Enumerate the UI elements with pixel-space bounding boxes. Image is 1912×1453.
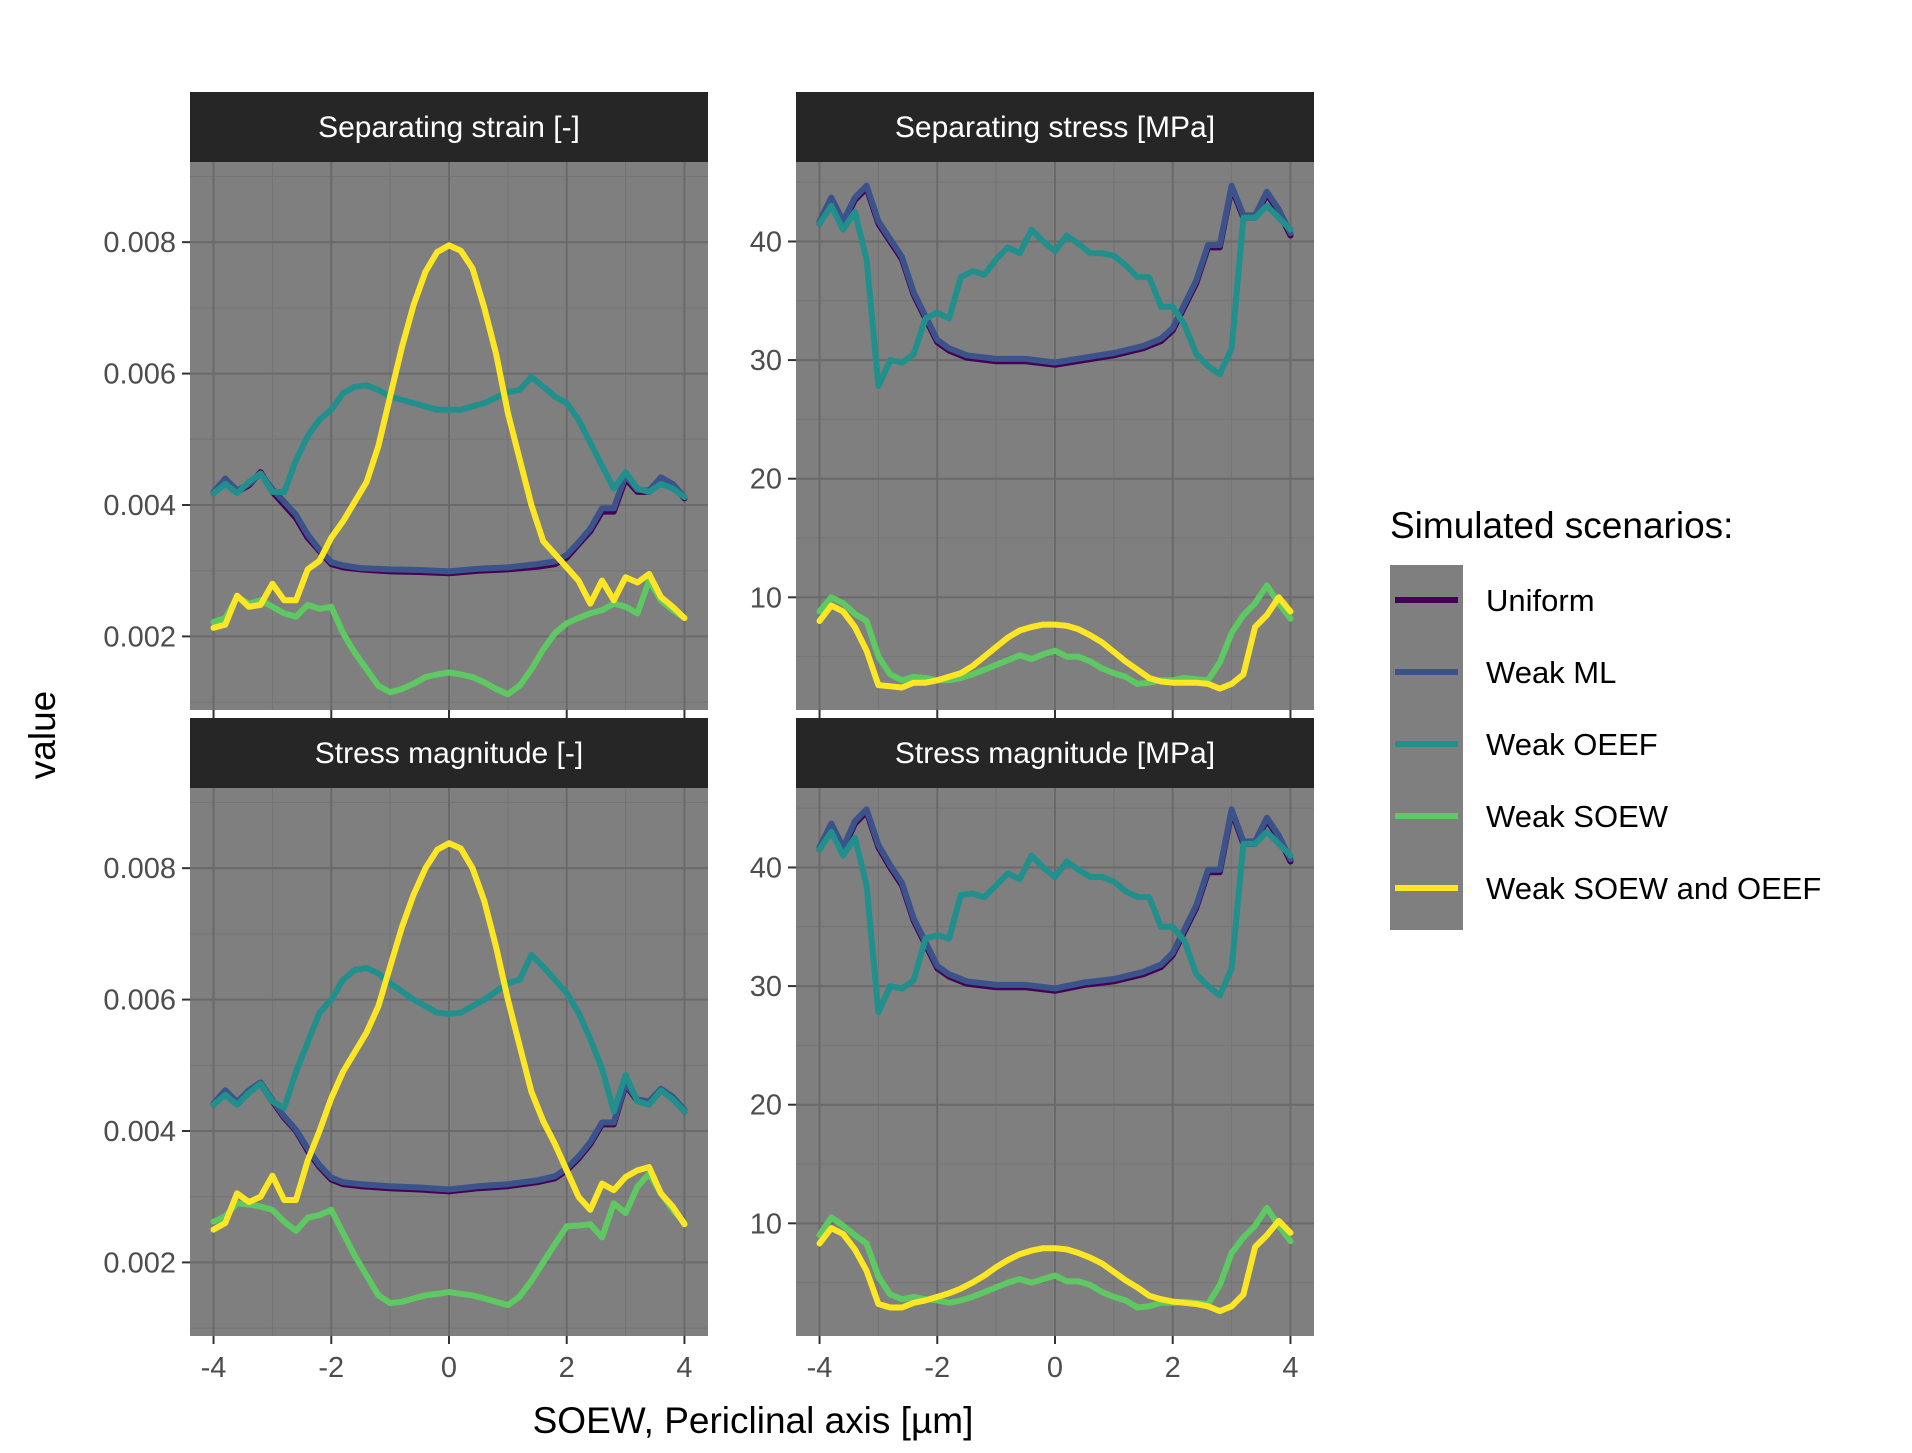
- legend-label-weak-oeef: Weak OEEF: [1486, 727, 1658, 762]
- y-tick-label: 30: [750, 971, 782, 1003]
- panel-strip: [190, 718, 708, 788]
- y-tick-label: 0.004: [103, 490, 176, 522]
- y-tick-label: 0.006: [103, 985, 176, 1017]
- panel-4: Stress magnitude [MPa] -4 -2 0 2 4 10 20 30 40: [750, 718, 1314, 1384]
- y-tick-label: 10: [750, 1208, 782, 1240]
- panel-title: Stress magnitude [-]: [315, 737, 583, 770]
- series-line-weak-ml: [816, 182, 1294, 366]
- legend-label-weak-ml: Weak ML: [1486, 655, 1616, 690]
- legend-label-weak-soew: Weak SOEW: [1486, 799, 1669, 834]
- series-group: [816, 806, 1294, 1315]
- x-tick-label: -4: [201, 1352, 227, 1384]
- series-group: [210, 242, 688, 698]
- legend-entries: Uniform Weak ML Weak OEEF Weak SOEW Weak SOE…: [1395, 583, 1821, 906]
- series-line-weak-soew-and-oeef: [210, 242, 688, 631]
- panel-1: Separating strain [-]-4-20240.0020.0040.…: [103, 92, 708, 758]
- series-group: [816, 182, 1294, 692]
- y-tick-label: 40: [750, 226, 782, 258]
- series-line-weak-oeef: [816, 202, 1294, 390]
- x-tick-label: -4: [807, 1352, 833, 1384]
- x-tick-label: -2: [318, 1352, 344, 1384]
- y-tick-label: 0.006: [103, 359, 176, 391]
- series-line-weak-oeef: [210, 373, 688, 501]
- x-tick-label: 2: [559, 1352, 575, 1384]
- y-tick-label: 20: [750, 1090, 782, 1122]
- panel-title: Separating stress [MPa]: [895, 111, 1215, 144]
- legend-label-uniform: Uniform: [1486, 583, 1595, 618]
- panel-strip: [796, 718, 1314, 788]
- y-tick-label: 0.002: [103, 621, 176, 653]
- series-line-weak-soew-and-oeef: [816, 1217, 1294, 1315]
- chart-panels: Separating strain [-] -4 -2 0 2 4 0.002 0.004 0.…: [103, 92, 1314, 1384]
- y-tick-label: 0.002: [103, 1247, 176, 1279]
- x-tick-label: 2: [1165, 1352, 1181, 1384]
- series-line-weak-soew: [210, 1170, 688, 1309]
- series-line-weak-soew-and-oeef: [210, 840, 688, 1233]
- legend-title: Simulated scenarios:: [1390, 505, 1733, 546]
- legend-label-weak-soew-and-oeef: Weak SOEW and OEEF: [1486, 871, 1821, 906]
- y-tick-label: 30: [750, 345, 782, 377]
- x-tick-label: 4: [1282, 1352, 1298, 1384]
- y-tick-label: 40: [750, 852, 782, 884]
- y-tick-label: 0.004: [103, 1116, 176, 1148]
- y-tick-label: 0.008: [103, 227, 176, 259]
- y-tick-label: 10: [750, 582, 782, 614]
- series-line-weak-oeef: [816, 828, 1294, 1016]
- panel-strip: [190, 92, 708, 162]
- x-tick-label: 0: [1047, 1352, 1063, 1384]
- series-group: [210, 840, 688, 1309]
- series-line-weak-ml: [816, 806, 1294, 992]
- x-tick-label: 0: [441, 1352, 457, 1384]
- panel-title: Separating strain [-]: [318, 111, 580, 144]
- series-line-weak-soew: [816, 582, 1294, 687]
- panel-strip: [796, 92, 1314, 162]
- x-tick-label: -2: [924, 1352, 950, 1384]
- y-tick-label: 20: [750, 464, 782, 496]
- legend: Simulated scenarios: Uniform Weak ML Weak …: [1390, 505, 1821, 930]
- legend-key-background: [1390, 565, 1463, 930]
- series-line-weak-soew: [210, 577, 688, 698]
- series-line-weak-soew-and-oeef: [816, 594, 1294, 692]
- panel-title: Stress magnitude [MPa]: [895, 737, 1215, 770]
- series-line-weak-oeef: [210, 951, 688, 1115]
- y-axis-title: value: [22, 691, 63, 779]
- panel-3: Stress magnitude [-] -4 -2 0 2 4 0.002 0.004 0.0…: [103, 718, 708, 1384]
- x-axis-title: SOEW, Periclinal axis [µm]: [533, 1400, 974, 1441]
- x-tick-label: 4: [676, 1352, 692, 1384]
- series-line-weak-soew: [816, 1204, 1294, 1311]
- y-tick-label: 0.008: [103, 853, 176, 885]
